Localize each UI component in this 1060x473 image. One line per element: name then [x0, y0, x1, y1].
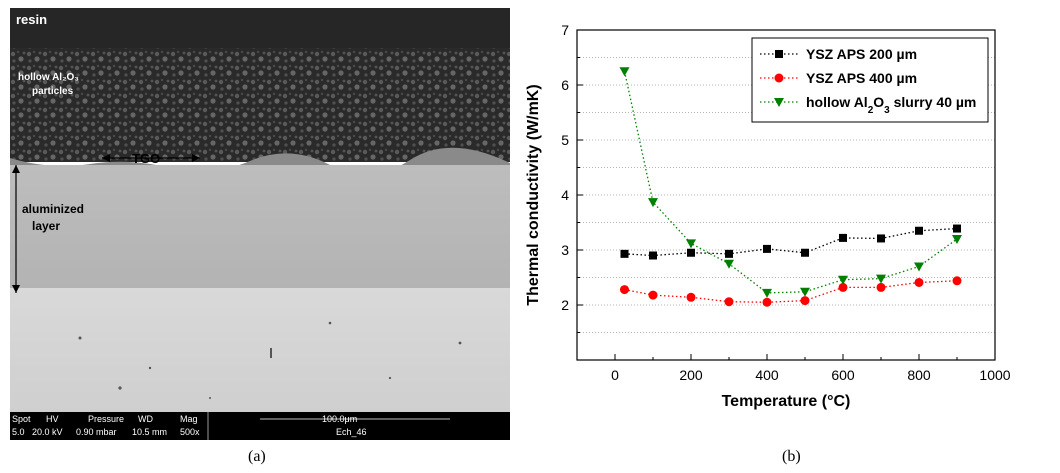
- aluminized-arrow-head-top: [12, 165, 20, 173]
- data-point: [775, 50, 783, 58]
- hollow-particles-region: [10, 48, 510, 162]
- data-point: [953, 224, 961, 233]
- data-point: [838, 275, 848, 285]
- label-layer: layer: [32, 219, 60, 233]
- data-point: [762, 297, 772, 307]
- scale-bar-label: 100.0μm: [322, 414, 357, 424]
- data-point: [620, 249, 629, 258]
- legend-box: [751, 37, 989, 123]
- data-point: [800, 287, 810, 297]
- label-particles: particles: [32, 86, 74, 97]
- tick-layer: 2 3 4 5 6 7 0 200 400 600 800 1000: [561, 22, 1011, 383]
- data-point: [914, 262, 924, 272]
- x-axis-label: Temperature (°C): [722, 393, 851, 410]
- data-point: [876, 282, 886, 292]
- series-3: [619, 67, 962, 298]
- aluminized-arrow-head-bottom: [12, 285, 20, 293]
- data-point: [801, 248, 809, 257]
- label-aluminized: aluminized: [22, 202, 84, 216]
- data-point: [876, 274, 886, 284]
- x-tick-label: 600: [831, 367, 855, 383]
- tgo-arrow-head-right: [192, 154, 200, 162]
- series-2: [620, 276, 962, 307]
- data-point: [914, 277, 924, 287]
- data-point: [839, 233, 847, 242]
- x-tick-label: 400: [755, 367, 779, 383]
- databar-value: 20.0 kV: [32, 427, 63, 437]
- data-point: [915, 226, 923, 235]
- databar-header: Mag: [180, 414, 198, 424]
- x-tick-label: 0: [611, 367, 619, 383]
- data-point: [952, 235, 962, 244]
- x-tick-label: 200: [679, 367, 703, 383]
- databar-value: 10.5 mm: [132, 427, 167, 437]
- data-point: [724, 297, 734, 307]
- y-tick-label: 4: [561, 187, 569, 203]
- y-tick-label: 6: [561, 77, 569, 93]
- tgo-arrow-head-left: [102, 154, 110, 162]
- y-tick-label: 7: [561, 22, 569, 38]
- data-point: [725, 249, 733, 258]
- caption-a: (a): [248, 448, 266, 465]
- label-hollow: hollow Al₂O₃: [18, 72, 79, 83]
- substrate-region: [10, 288, 510, 412]
- data-point: [774, 98, 784, 107]
- data-point: [649, 251, 657, 260]
- thermal-conductivity-chart: 2 3 4 5 6 7 0 200 400 600 800 1000 Temperature (°C)…: [525, 22, 1011, 410]
- data-point: [687, 248, 695, 257]
- resin-region: [10, 8, 510, 50]
- legend-label: YSZ APS 400 µm: [806, 70, 917, 86]
- data-point: [648, 198, 658, 208]
- data-point: [838, 282, 848, 292]
- databar-headers: Spot HV Pressure WD Mag: [12, 414, 198, 424]
- sem-databar: [10, 412, 510, 440]
- y-tick-label: 2: [561, 297, 569, 313]
- sem-micrograph: resin hollow Al₂O₃ particles TGO alumini…: [10, 8, 510, 440]
- data-point: [952, 276, 962, 286]
- x-tick-label: 800: [907, 367, 931, 383]
- databar-header: Pressure: [88, 414, 124, 424]
- substrate-specks: [78, 321, 462, 399]
- databar-value: 5.0: [12, 427, 25, 437]
- series-line: [624, 280, 958, 303]
- caption-b: (b): [782, 448, 801, 465]
- series-1: [620, 224, 961, 260]
- databar-header: HV: [46, 414, 59, 424]
- data-point: [619, 67, 630, 77]
- databar-value: 0.90 mbar: [76, 427, 117, 437]
- aluminized-layer-region: [10, 165, 510, 288]
- databar-header: WD: [138, 414, 153, 424]
- data-point: [877, 234, 885, 243]
- data-point: [774, 73, 784, 83]
- data-point: [800, 296, 810, 306]
- series-layer: [619, 67, 962, 307]
- databar-values: 5.0 20.0 kV 0.90 mbar 10.5 mm 500x: [12, 427, 200, 437]
- data-point: [648, 290, 658, 300]
- y-tick-label: 3: [561, 242, 569, 258]
- data-point: [762, 288, 772, 298]
- legend-label: YSZ APS 200 µm: [806, 46, 917, 62]
- data-point: [763, 244, 771, 253]
- data-point: [686, 292, 696, 302]
- databar-value: 500x: [180, 427, 200, 437]
- y-axis-label: Thermal conductivity (W/mK): [525, 84, 542, 305]
- data-point: [724, 259, 734, 269]
- y-tick-label: 5: [561, 132, 569, 148]
- data-point: [620, 285, 629, 295]
- x-tick-label: 1000: [979, 367, 1010, 383]
- data-point: [686, 239, 696, 249]
- sample-id: Ech_46: [336, 427, 367, 437]
- series-line: [623, 71, 958, 294]
- label-tgo: TGO: [132, 151, 160, 166]
- series-line: [624, 227, 958, 257]
- label-resin: resin: [16, 12, 47, 27]
- databar-header: Spot: [12, 414, 31, 424]
